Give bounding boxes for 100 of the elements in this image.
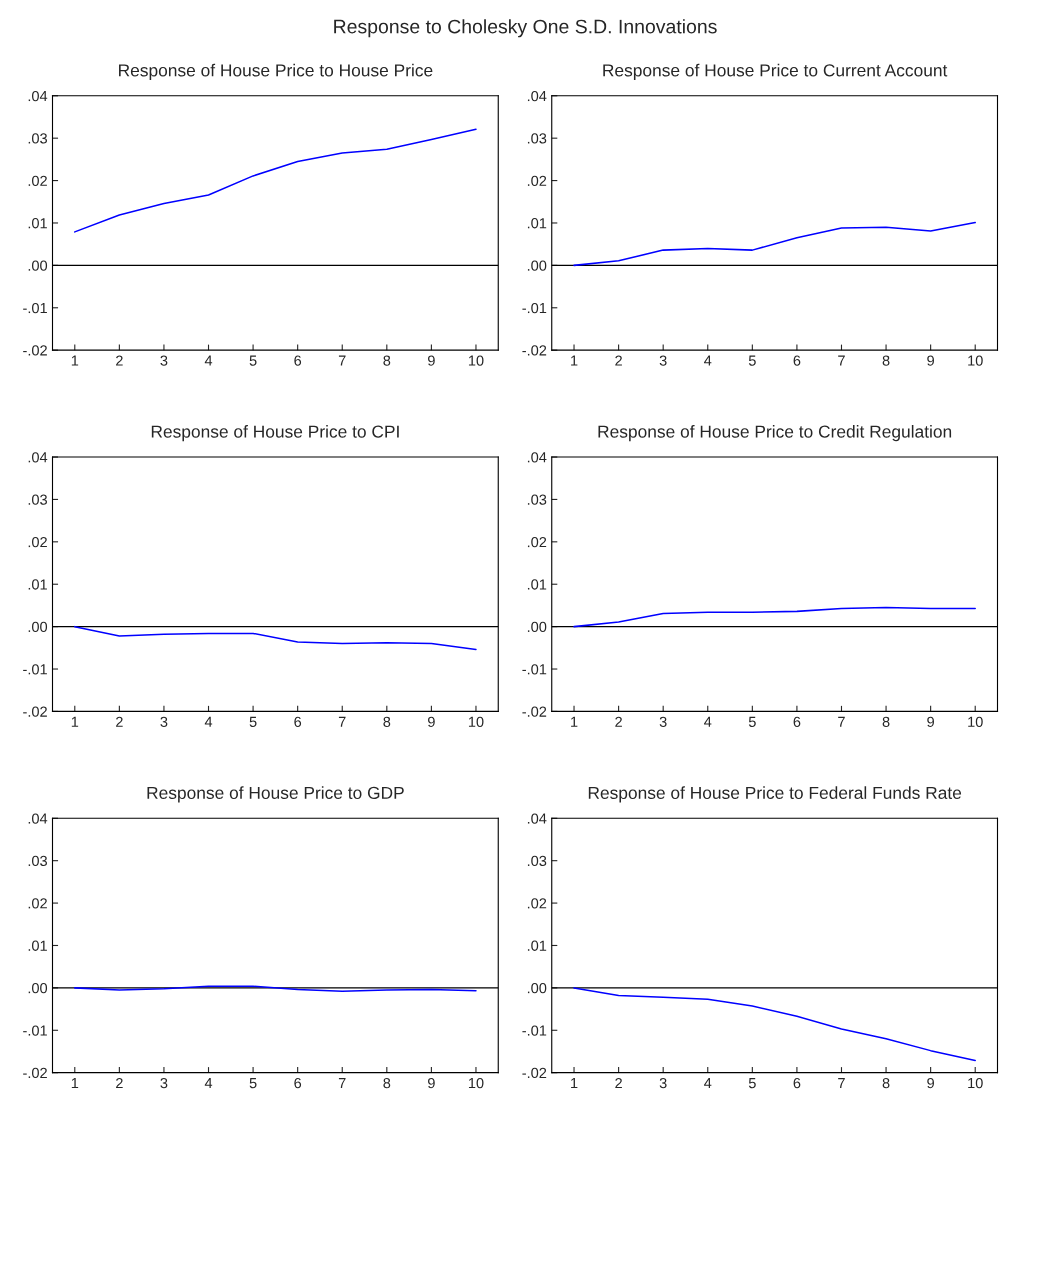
x-tick-label: 10	[468, 355, 484, 366]
x-tick-label: 2	[116, 1077, 123, 1089]
x-tick-label: 6	[793, 1077, 801, 1089]
x-tick-label: 8	[882, 1077, 890, 1089]
y-tick-label: .01	[28, 579, 47, 590]
y-tick-label: .03	[28, 855, 47, 867]
x-tick-label: 3	[160, 1077, 168, 1089]
y-tick-label: .00	[527, 621, 547, 633]
x-tick-label: 1	[571, 716, 578, 727]
x-tick-label: 10	[968, 355, 983, 366]
x-tick-label: 4	[704, 1078, 712, 1089]
y-tick-label: -.01	[522, 664, 547, 675]
x-tick-label: 3	[659, 716, 667, 727]
x-tick-label: 9	[927, 1077, 934, 1089]
x-tick-label: 2	[116, 355, 123, 366]
y-tick-label: .00	[28, 982, 48, 994]
y-tick-label: .01	[527, 579, 547, 590]
x-tick-label: 4	[204, 355, 213, 366]
x-tick-label: 6	[294, 1077, 302, 1089]
x-tick-label: 8	[383, 355, 391, 366]
y-tick-label: .01	[28, 940, 47, 951]
y-tick-label: .03	[28, 133, 47, 144]
x-tick-label: 6	[793, 355, 801, 366]
x-tick-label: 7	[838, 355, 845, 366]
x-tick-label: 3	[659, 355, 667, 366]
chart-title: Response of House Price to CPI	[151, 425, 399, 442]
line-series	[573, 606, 976, 628]
y-tick-label: .02	[28, 175, 47, 186]
y-tick-label: .01	[28, 218, 47, 229]
x-tick-label: 8	[383, 1077, 391, 1089]
x-tick-label: 10	[468, 1077, 484, 1089]
x-tick-label: 1	[71, 1078, 79, 1089]
x-tick-label: 5	[748, 355, 756, 366]
line-series	[573, 221, 976, 267]
y-tick-label: .04	[527, 813, 547, 824]
chart-title: Response of House Price to Federal Funds Rate	[588, 786, 962, 803]
y-tick-label: -.01	[23, 1025, 47, 1036]
x-tick-label: 3	[160, 355, 168, 366]
x-tick-label: 9	[428, 716, 435, 727]
x-tick-label: 10	[968, 1077, 983, 1089]
y-tick-label: -.02	[522, 345, 547, 356]
x-tick-label: 10	[968, 716, 983, 727]
x-tick-label: 5	[249, 355, 257, 366]
line-series	[573, 987, 976, 1062]
x-tick-label: 9	[927, 355, 934, 366]
y-tick-label: .03	[28, 494, 47, 505]
y-tick-label: -.02	[23, 706, 47, 717]
x-tick-label: 2	[615, 1077, 622, 1089]
y-tick-label: .04	[28, 813, 48, 824]
x-tick-label: 6	[793, 716, 801, 727]
x-tick-label: 10	[468, 716, 484, 727]
x-tick-label: 4	[704, 716, 712, 727]
x-tick-label: 9	[927, 716, 934, 727]
x-tick-label: 8	[882, 355, 890, 366]
x-tick-label: 7	[338, 355, 346, 366]
y-tick-label: .00	[28, 621, 48, 633]
x-tick-label: 8	[882, 716, 890, 727]
chart-title: Response of House Price to House Price	[119, 63, 433, 80]
y-tick-label: -.02	[23, 345, 47, 356]
y-tick-label: .04	[28, 452, 48, 463]
chart-title: Response of House Price to Credit Regulation	[598, 425, 952, 442]
y-tick-label: .03	[527, 133, 547, 144]
x-tick-label: 7	[838, 1078, 845, 1089]
x-tick-label: 3	[659, 1077, 667, 1089]
y-tick-label: .02	[527, 536, 547, 548]
line-series	[74, 128, 477, 233]
y-tick-label: .02	[527, 898, 547, 909]
x-tick-label: 5	[249, 716, 257, 727]
text: Response to Cholesky One S.D. Innovations	[334, 19, 717, 38]
y-tick-label: -.01	[522, 302, 547, 314]
y-tick-label: -.02	[522, 706, 547, 717]
y-tick-label: .03	[527, 855, 547, 867]
y-tick-label: .04	[28, 90, 48, 102]
y-tick-label: -.02	[23, 1067, 47, 1079]
y-tick-label: .04	[527, 452, 547, 463]
x-tick-label: 1	[571, 355, 578, 366]
x-tick-label: 2	[615, 716, 622, 727]
y-tick-label: .03	[527, 494, 547, 505]
x-tick-label: 7	[838, 716, 845, 727]
y-tick-label: .04	[527, 90, 547, 102]
x-tick-label: 3	[160, 716, 168, 727]
x-tick-label: 9	[428, 1077, 435, 1089]
y-tick-label: .01	[527, 218, 547, 229]
x-tick-label: 4	[704, 355, 712, 366]
x-tick-label: 7	[338, 1078, 346, 1089]
x-tick-label: 6	[294, 716, 302, 727]
y-tick-label: .02	[28, 536, 47, 548]
x-tick-label: 1	[71, 355, 79, 366]
x-tick-label: 5	[748, 1078, 756, 1089]
y-tick-label: .00	[28, 260, 48, 271]
y-tick-label: .02	[28, 898, 47, 909]
x-tick-label: 9	[428, 355, 435, 366]
line-series	[74, 625, 477, 651]
y-tick-label: .00	[527, 982, 547, 994]
chart-title: Response of House Price to GDP	[147, 786, 404, 803]
y-tick-label: -.01	[23, 664, 47, 675]
y-tick-label: .00	[527, 260, 547, 271]
x-tick-label: 2	[615, 355, 622, 366]
x-tick-label: 6	[294, 355, 302, 366]
y-tick-label: -.02	[522, 1067, 547, 1079]
